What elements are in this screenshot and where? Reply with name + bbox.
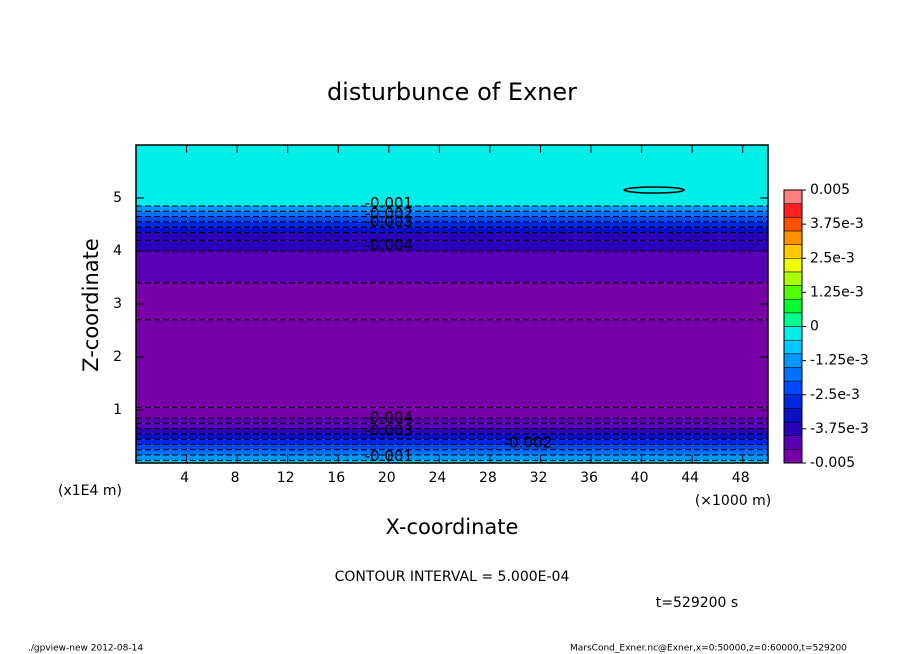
colorbar-cell [783, 312, 803, 327]
colorbar-cell [783, 189, 803, 204]
colorbar-label: -2.5e-3 [810, 387, 860, 403]
band [136, 205, 768, 212]
contour-label: -0.004 [365, 236, 413, 254]
band [136, 240, 768, 251]
colorbar-label: -1.25e-3 [810, 353, 869, 369]
band [136, 221, 768, 228]
x-tick-label: 32 [530, 470, 548, 486]
band [136, 460, 768, 463]
band [136, 227, 768, 233]
footer-right: MarsCond_Exner.nc@Exner,x=0:50000,z=0:60… [570, 644, 847, 654]
band [136, 444, 768, 450]
x-tick-label: 36 [580, 470, 598, 486]
band [136, 407, 768, 418]
band [136, 428, 768, 434]
colorbar-label: 0 [810, 319, 819, 335]
contour-label: -0.002 [504, 433, 552, 451]
x-tick-label: 24 [428, 470, 446, 486]
y-tick-label: 4 [113, 243, 122, 259]
chart-title: disturbunce of Exner [327, 78, 577, 106]
x-tick-label: 40 [631, 470, 649, 486]
band [136, 232, 768, 241]
band [136, 449, 768, 456]
y-tick-label: 2 [113, 349, 122, 365]
colorbar-cell [783, 435, 803, 450]
y-tick-label: 3 [113, 296, 122, 312]
band [136, 439, 768, 445]
colorbar-cell [783, 203, 803, 218]
colorbar-cell [783, 285, 803, 300]
band [136, 282, 768, 320]
colorbar-label: 2.5e-3 [810, 250, 855, 266]
colorbar-cell [783, 339, 803, 355]
colorbar-cell [783, 271, 803, 286]
contour-loop [623, 186, 685, 194]
colorbar-cell [783, 230, 803, 245]
x-tick-label: 8 [231, 470, 240, 486]
colorbar-cell [783, 421, 803, 436]
band [136, 216, 768, 222]
colorbar-cell [783, 449, 803, 464]
y-unit: (x1E4 m) [58, 483, 122, 499]
y-tick-label: 1 [113, 402, 122, 418]
x-tick-label: 20 [378, 470, 396, 486]
colorbar-cell [783, 258, 803, 273]
band [136, 145, 768, 206]
contour-label: -0.003 [365, 212, 413, 230]
colorbar-cell [783, 408, 803, 423]
x-tick-label: 44 [681, 470, 699, 486]
contour-label: -0.003 [365, 422, 413, 440]
band [136, 433, 768, 440]
colorbar-label: -3.75e-3 [810, 421, 869, 437]
band [136, 211, 768, 217]
x-unit: (×1000 m) [695, 493, 771, 509]
contour-interval: CONTOUR INTERVAL = 5.000E-04 [335, 569, 570, 585]
contour-label: -0.004 [365, 408, 413, 426]
x-axis-label: X-coordinate [386, 515, 519, 539]
colorbar-cell [783, 353, 803, 368]
band [136, 319, 768, 408]
colorbar-cell [783, 367, 803, 382]
colorbar-label: -0.005 [810, 455, 855, 471]
colorbar-cell [783, 326, 803, 341]
colorbar-cell [783, 380, 803, 396]
x-tick-label: 4 [180, 470, 189, 486]
band [136, 417, 768, 424]
colorbar-label: 1.25e-3 [810, 284, 864, 300]
footer-left: ./gpview-new 2012-08-14 [28, 644, 143, 654]
band [136, 423, 768, 429]
time-label: t=529200 s [656, 595, 738, 611]
x-tick-label: 12 [277, 470, 295, 486]
x-tick-label: 28 [479, 470, 497, 486]
band [136, 455, 768, 461]
x-tick-label: 48 [732, 470, 750, 486]
band [136, 251, 768, 283]
colorbar-cell [783, 298, 803, 314]
y-axis-label: Z-coordinate [79, 238, 103, 372]
colorbar-cell [783, 244, 803, 259]
x-tick-label: 16 [327, 470, 345, 486]
contour-label: -0.001 [365, 194, 413, 212]
colorbar-label: 3.75e-3 [810, 216, 864, 232]
colorbar-cell [783, 217, 803, 232]
colorbar-label: 0.005 [810, 182, 850, 198]
contour-label: -0.002 [365, 204, 413, 222]
colorbar-cell [783, 394, 803, 409]
y-tick-label: 5 [113, 190, 122, 206]
